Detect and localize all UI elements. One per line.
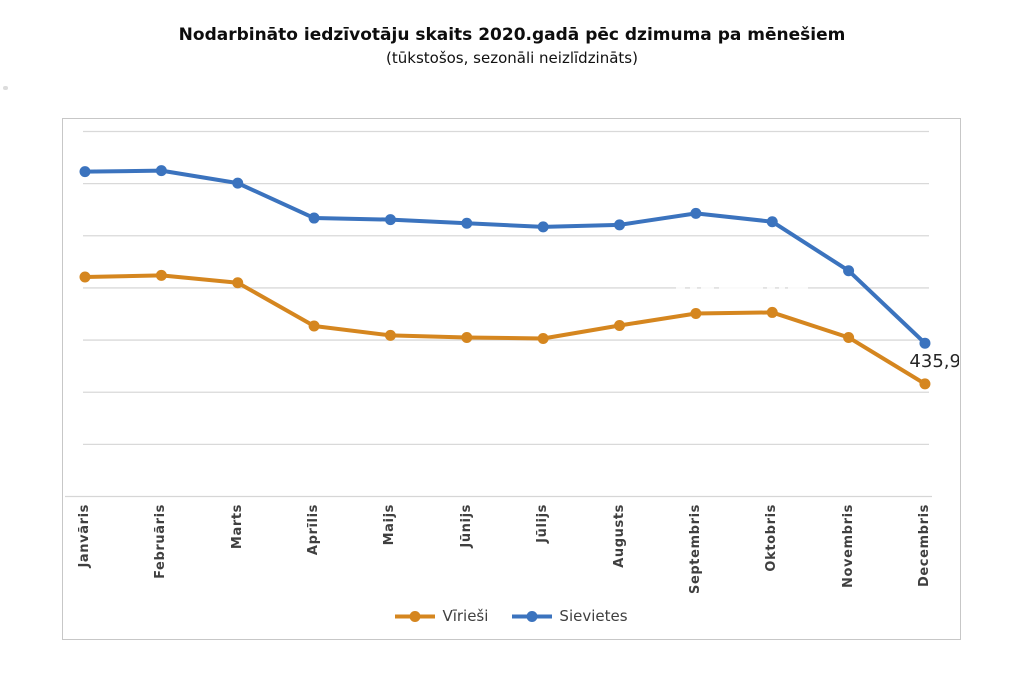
stray-mark [3,86,8,90]
data-point-viriesi-februaris [155,269,167,281]
chart-subtitle: (tūkstošos, sezonāli neizlīdzināts) [386,49,638,67]
data-point-sievietes-februaris [155,165,167,177]
gridline-artifact [690,284,697,291]
series-line-viriesi [83,273,927,386]
legend-label-sievietes: Sievietes [559,607,628,625]
data-point-sievietes-oktobris [766,216,778,228]
series-line-sievietes [83,168,927,346]
legend-label-viriesi: Vīrieši [442,607,489,625]
data-point-viriesi-augusts [614,319,626,331]
data-point-viriesi-marts [232,277,244,289]
data-point-sievietes-maijs [384,214,396,226]
gridline-artifact [701,284,714,291]
legend-item-viriesi: Vīrieši [395,607,488,625]
data-point-sievietes-junijs [461,217,473,229]
data-point-viriesi-aprilis [308,320,320,332]
plot-svg: 435,9 [65,130,959,498]
data-point-viriesi-septembris [690,307,702,319]
data-point-sievietes-janvaris [79,166,91,178]
data-point-sievietes-novembris [843,265,855,277]
legend: Vīrieši Sievietes [63,607,960,625]
legend-marker-viriesi [395,610,436,622]
data-point-viriesi-decembris [919,378,931,390]
chart-area: 435,9 Janvāris Februāris Marts Aprīlis Maijs… [62,118,961,640]
legend-item-sievietes: Sievietes [512,607,628,625]
chart-title: Nodarbināto iedzīvotāju skaits 2020.gadā… [178,25,846,45]
data-point-sievietes-julijs [537,221,549,233]
gridline-artifact [788,284,808,291]
data-point-viriesi-janvaris [79,271,91,283]
legend-marker-sievietes [512,610,553,622]
gridline-artifact [779,284,785,291]
chart-header: Nodarbināto iedzīvotāju skaits 2020.gadā… [0,24,1024,68]
data-point-sievietes-aprilis [308,212,320,224]
data-point-sievietes-septembris [690,207,702,219]
data-point-sievietes-marts [232,177,244,189]
gridline-artifact [719,284,763,291]
data-point-viriesi-julijs [537,333,549,345]
data-point-sievietes-decembris [919,337,931,349]
data-point-viriesi-junijs [461,331,473,343]
gridline-artifact [676,284,685,291]
data-label: 435,9 [909,351,959,372]
data-point-viriesi-oktobris [766,306,778,318]
data-point-viriesi-novembris [843,331,855,343]
gridline-artifact [767,284,775,291]
data-point-viriesi-maijs [384,329,396,341]
data-point-sievietes-augusts [614,219,626,231]
